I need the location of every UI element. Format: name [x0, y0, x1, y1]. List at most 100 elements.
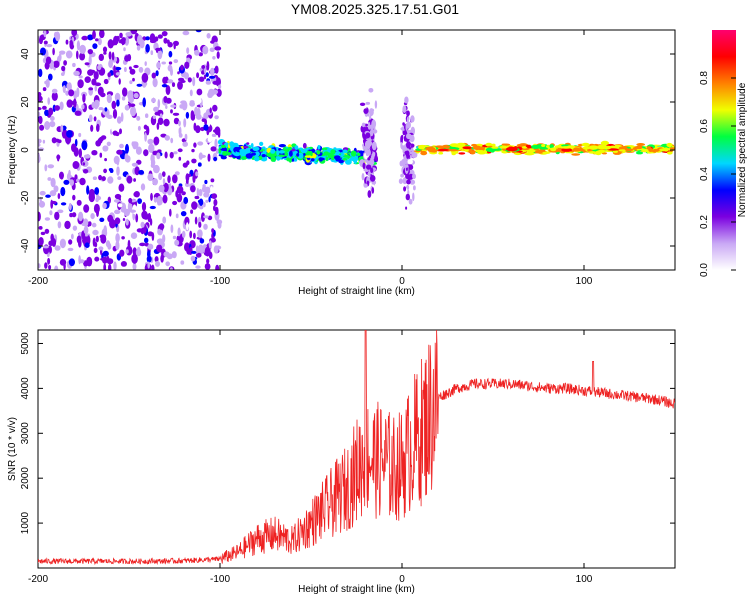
heatmap-cell: [210, 146, 217, 152]
heatmap-cell: [146, 125, 150, 136]
heatmap-cell: [245, 147, 252, 154]
heatmap-cell: [95, 197, 99, 203]
heatmap-cell: [44, 164, 48, 172]
heatmap-cell: [136, 115, 141, 121]
heatmap-cell: [120, 261, 127, 267]
heatmap-cell: [371, 119, 377, 129]
heatmap-cell: [44, 121, 51, 130]
heatmap-cell: [93, 116, 97, 122]
heatmap-cell: [180, 100, 187, 105]
heatmap-cell: [374, 100, 378, 109]
heatmap-cell: [542, 151, 551, 154]
heatmap-cell: [124, 104, 130, 111]
heatmap-cell: [369, 115, 372, 120]
heatmap-cell: [88, 87, 94, 91]
heatmap-cell: [127, 201, 133, 212]
heatmap-cell: [425, 146, 436, 151]
heatmap-cell: [167, 41, 173, 48]
heatmap-cell: [343, 155, 351, 158]
heatmap-cell: [141, 72, 149, 83]
heatmap-cell: [198, 205, 204, 210]
heatmap-cell: [57, 209, 64, 214]
heatmap-cell: [174, 239, 180, 246]
heatmap-cell: [61, 72, 65, 76]
heatmap-cell: [162, 216, 167, 224]
heatmap-cell: [133, 191, 139, 198]
heatmap-cell: [145, 43, 150, 53]
heatmap-cell: [92, 176, 97, 180]
heatmap-cell: [400, 173, 404, 178]
heatmap-cell: [71, 233, 74, 240]
heatmap-cell: [119, 128, 122, 135]
heatmap-cell: [67, 247, 74, 252]
heatmap-cell: [229, 141, 235, 147]
heatmap-cell: [402, 164, 409, 168]
heatmap-cell: [116, 149, 123, 155]
heatmap-cell: [408, 173, 414, 180]
heatmap-cell: [363, 183, 368, 188]
heatmap-cell: [197, 230, 202, 238]
heatmap-cell: [118, 78, 121, 85]
heatmap-cell: [129, 80, 133, 85]
heatmap-cell: [190, 185, 196, 193]
heatmap-cell: [119, 143, 124, 149]
heatmap-cell: [156, 122, 160, 130]
heatmap-cell: [402, 130, 408, 135]
heatmap-cell: [367, 121, 371, 130]
heatmap-cell: [173, 151, 178, 155]
heatmap-cell: [252, 146, 260, 152]
heatmap-cell: [64, 220, 71, 230]
heatmap-cell: [114, 92, 121, 102]
heatmap-cell: [371, 187, 375, 194]
heatmap-cell: [169, 151, 174, 159]
heatmap-cell: [198, 198, 204, 206]
heatmap-cell: [83, 226, 89, 235]
heatmap-cell: [65, 90, 70, 96]
heatmap-cell: [115, 240, 120, 251]
heatmap-cell: [466, 150, 476, 153]
heatmap-cell: [125, 32, 132, 37]
heatmap-cell: [62, 85, 66, 94]
heatmap-cell: [150, 40, 156, 44]
heatmap-cell: [251, 152, 256, 156]
heatmap-cell: [172, 112, 180, 116]
heatmap-cell: [405, 166, 408, 171]
heatmap-cell: [132, 77, 135, 82]
heatmap-cell: [63, 179, 70, 185]
heatmap-cell: [108, 59, 113, 68]
heatmap-cell: [97, 64, 102, 71]
heatmap-cell: [147, 261, 150, 269]
heatmap-cell: [418, 145, 426, 150]
heatmap-cell: [581, 142, 590, 147]
colorbar: [712, 30, 736, 270]
heatmap-cell: [107, 39, 114, 49]
heatmap-cell: [131, 162, 138, 167]
y-tick-label: 20: [20, 96, 31, 108]
heatmap-cell: [129, 209, 136, 213]
heatmap-cell: [325, 156, 329, 162]
heatmap-cell: [57, 221, 62, 229]
heatmap-cell: [183, 196, 189, 205]
heatmap-cell: [203, 74, 207, 80]
heatmap-cell: [203, 215, 209, 219]
heatmap-cell: [150, 158, 156, 167]
heatmap-cell: [151, 97, 156, 103]
heatmap-cell: [155, 260, 160, 267]
heatmap-cell: [133, 92, 139, 99]
heatmap-cell: [53, 185, 59, 193]
heatmap-cell: [173, 117, 180, 125]
heatmap-cell: [472, 145, 482, 150]
heatmap-cell: [167, 79, 174, 84]
heatmap-cell: [276, 149, 280, 156]
heatmap-cell: [140, 183, 146, 191]
heatmap-cell: [47, 164, 55, 169]
heatmap-cell: [241, 152, 245, 155]
heatmap-cell: [214, 65, 219, 74]
heatmap-cell: [94, 85, 98, 92]
heatmap-cell: [162, 234, 166, 243]
heatmap-cell: [42, 245, 49, 249]
heatmap-cell: [157, 49, 163, 60]
heatmap-cell: [618, 149, 627, 152]
heatmap-cell: [152, 178, 158, 186]
heatmap-cell: [191, 148, 195, 153]
